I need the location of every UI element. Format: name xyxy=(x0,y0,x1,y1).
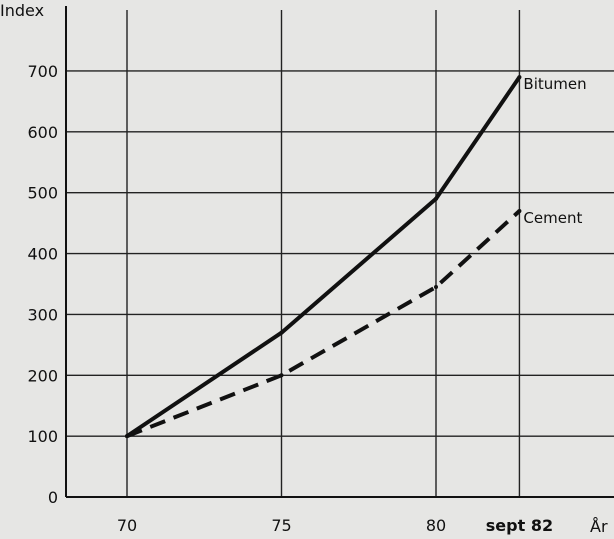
data-point xyxy=(125,434,129,439)
y-tick-label: 200 xyxy=(27,366,58,385)
y-tick-label: 700 xyxy=(27,62,58,81)
y-tick-label: 300 xyxy=(27,305,58,324)
y-tick-label: 400 xyxy=(27,245,58,264)
tick-labels: 0 100 200 300 400 500 600 700 70 75 80 sept 82 xyxy=(27,62,553,535)
x-axis-title: År xyxy=(590,517,608,536)
series-label-cement: Cement xyxy=(523,209,582,227)
data-point xyxy=(279,330,284,335)
y-axis-title: Index xyxy=(0,1,44,20)
data-point xyxy=(434,285,438,290)
y-tick-label: 0 xyxy=(48,488,58,507)
series-line-cement xyxy=(126,209,521,438)
series-lines xyxy=(125,75,522,439)
x-tick-label: 80 xyxy=(426,516,446,535)
axes xyxy=(65,6,614,498)
series-label-bitumen: Bitumen xyxy=(523,75,586,93)
data-point xyxy=(434,196,438,201)
y-tick-label: 500 xyxy=(27,184,58,203)
y-tick-label: 100 xyxy=(27,427,58,446)
series-line-bitumen xyxy=(125,75,522,438)
data-point xyxy=(279,373,284,378)
x-tick-label: 70 xyxy=(117,516,137,535)
data-point xyxy=(517,208,522,213)
grid xyxy=(66,10,614,497)
x-tick-label: sept 82 xyxy=(486,516,553,535)
x-tick-label: 75 xyxy=(271,516,291,535)
data-point xyxy=(517,75,522,80)
y-tick-label: 600 xyxy=(27,123,58,142)
series-labels: Bitumen Cement xyxy=(523,75,586,227)
